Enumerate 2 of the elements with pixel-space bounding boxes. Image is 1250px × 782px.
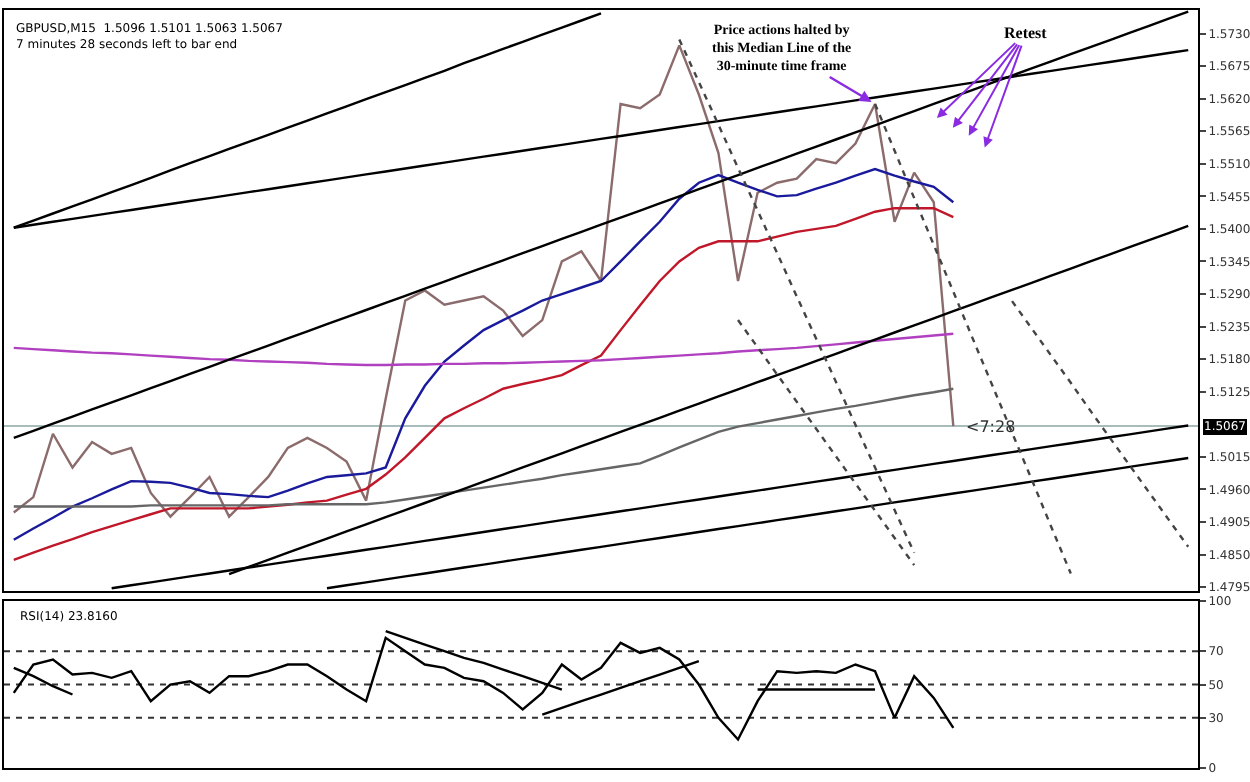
annotation: <7:28 [966,418,1016,436]
annotation: Retest [1004,24,1048,42]
